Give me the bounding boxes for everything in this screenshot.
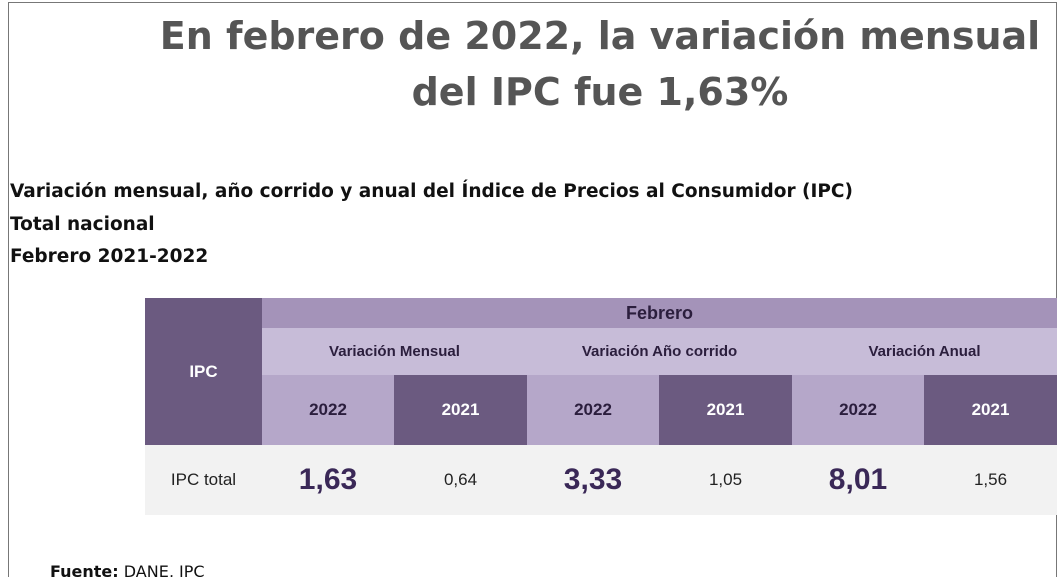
ipc-table: IPC Febrero Variación Mensual Variación A… bbox=[145, 298, 1057, 515]
source-text: DANE, IPC bbox=[123, 562, 205, 577]
title: En febrero de 2022, la variación mensual bbox=[159, 14, 1041, 58]
year-header: 2022 bbox=[527, 375, 659, 445]
cell-value: 8,01 bbox=[792, 445, 924, 515]
subgroup-header: Variación Año corrido bbox=[527, 328, 792, 375]
subtitle: Total nacional bbox=[10, 214, 155, 235]
title: del IPC fue 1,63% bbox=[411, 70, 789, 114]
subgroup-header: Variación Anual bbox=[792, 328, 1057, 375]
year-header: 2021 bbox=[659, 375, 792, 445]
subtitle: Variación mensual, año corrido y anual d… bbox=[10, 181, 853, 202]
source-label: Fuente: bbox=[50, 562, 119, 577]
year-header: 2022 bbox=[792, 375, 924, 445]
cell-value: 0,64 bbox=[394, 445, 527, 515]
year-header: 2021 bbox=[394, 375, 527, 445]
cell-value: 1,05 bbox=[659, 445, 792, 515]
frame bbox=[8, 2, 1057, 577]
year-header: 2022 bbox=[262, 375, 394, 445]
cell-value: 1,56 bbox=[924, 445, 1057, 515]
subgroup-header: Variación Mensual bbox=[262, 328, 527, 375]
source: Fuente: DANE, IPC bbox=[50, 562, 205, 577]
year-header: 2021 bbox=[924, 375, 1057, 445]
row-label: IPC total bbox=[145, 445, 262, 515]
cell-value: 1,63 bbox=[262, 445, 394, 515]
cell-value: 3,33 bbox=[527, 445, 659, 515]
subtitle: Febrero 2021-2022 bbox=[10, 246, 209, 267]
group-header: Febrero bbox=[262, 298, 1057, 328]
row-header: IPC bbox=[145, 298, 262, 445]
